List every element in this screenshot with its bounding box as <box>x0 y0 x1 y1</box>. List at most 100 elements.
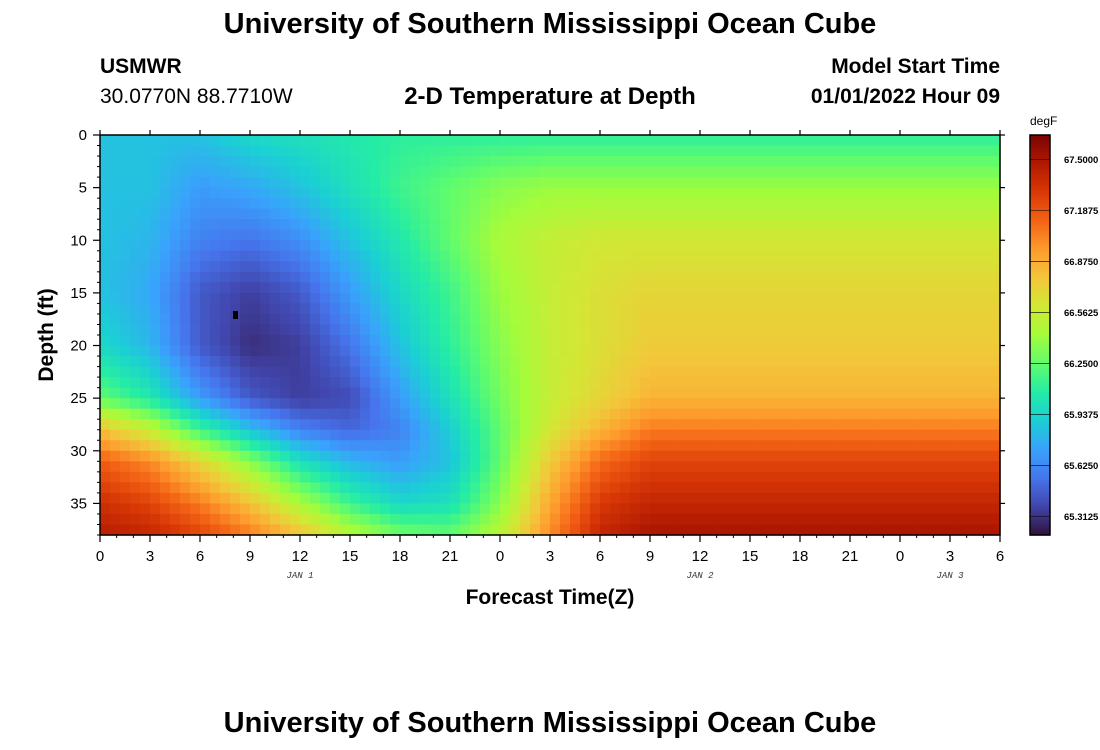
heatmap-cell <box>480 377 491 389</box>
heatmap-cell <box>300 135 311 147</box>
heatmap-cell <box>470 440 481 452</box>
heatmap-cell <box>940 219 951 231</box>
heatmap-cell <box>120 377 131 389</box>
heatmap-cell <box>980 419 991 431</box>
heatmap-cell <box>340 366 351 378</box>
heatmap-cell <box>420 261 431 273</box>
heatmap-cell <box>750 471 761 483</box>
heatmap-cell <box>440 524 451 536</box>
heatmap-cell <box>710 398 721 410</box>
heatmap-cell <box>830 366 841 378</box>
heatmap-cell <box>520 356 531 368</box>
heatmap-cell <box>850 166 861 178</box>
heatmap-cell <box>290 219 301 231</box>
heatmap-cell <box>230 156 241 168</box>
heatmap-cell <box>460 303 471 315</box>
heatmap-cell <box>480 345 491 357</box>
heatmap-cell <box>370 292 381 305</box>
heatmap-cell <box>990 292 1001 305</box>
colorbar-strip <box>1030 210 1050 214</box>
heatmap-cell <box>980 198 991 210</box>
heatmap-cell <box>770 524 781 536</box>
heatmap-cell <box>330 377 341 389</box>
heatmap-cell <box>580 187 591 199</box>
heatmap-cell <box>230 513 241 526</box>
heatmap-cell <box>100 313 111 326</box>
heatmap-cell <box>310 229 321 241</box>
heatmap-cell <box>180 261 191 273</box>
heatmap-cell <box>520 261 531 273</box>
heatmap-cell <box>460 187 471 199</box>
heatmap-cell <box>370 313 381 326</box>
heatmap-cell <box>430 219 441 231</box>
heatmap-cell <box>320 187 331 199</box>
heatmap-cell <box>940 398 951 410</box>
heatmap-cell <box>120 419 131 431</box>
heatmap-cell <box>700 471 711 483</box>
heatmap-cell <box>420 187 431 199</box>
heatmap-cell <box>650 356 661 368</box>
heatmap-cell <box>860 471 871 483</box>
heatmap-cell <box>130 219 141 231</box>
heatmap-cell <box>870 419 881 431</box>
heatmap-cell <box>590 240 601 252</box>
heatmap-cell <box>800 366 811 378</box>
heatmap-cell <box>200 398 211 410</box>
heatmap-cell <box>810 303 821 315</box>
colorbar-strip <box>1030 522 1050 526</box>
heatmap-cell <box>240 335 251 347</box>
heatmap-cell <box>520 324 531 336</box>
heatmap-cell <box>170 261 181 273</box>
heatmap-cell <box>880 377 891 389</box>
heatmap-cell <box>660 135 671 147</box>
heatmap-cell <box>970 187 981 199</box>
heatmap-cell <box>810 461 821 473</box>
heatmap-cell <box>480 324 491 336</box>
colorbar-strip <box>1030 387 1050 391</box>
heatmap-cell <box>560 177 571 189</box>
heatmap-cell <box>130 503 141 515</box>
heatmap-cell <box>840 503 851 515</box>
heatmap-cell <box>680 461 691 473</box>
heatmap-cell <box>260 156 271 168</box>
colorbar-strip <box>1030 250 1050 254</box>
heatmap-cell <box>160 503 171 515</box>
heatmap-cell <box>280 503 291 515</box>
heatmap-cell <box>330 324 341 336</box>
heatmap-cell <box>150 166 161 178</box>
heatmap-cell <box>160 208 171 220</box>
heatmap-cell <box>450 156 461 168</box>
heatmap-cell <box>520 208 531 220</box>
heatmap-cell <box>760 219 771 231</box>
heatmap-cell <box>600 198 611 210</box>
heatmap-cell <box>210 429 221 441</box>
heatmap-cell <box>880 356 891 368</box>
heatmap-cell <box>530 524 541 536</box>
heatmap-cell <box>610 198 621 210</box>
heatmap-cell <box>570 492 581 505</box>
heatmap-cell <box>490 208 501 220</box>
heatmap-cell <box>840 271 851 283</box>
heatmap-cell <box>660 440 671 452</box>
heatmap-cell <box>990 282 1001 294</box>
heatmap-cell <box>880 198 891 210</box>
heatmap-cell <box>220 303 231 315</box>
heatmap-cell <box>480 135 491 147</box>
heatmap-cell <box>560 356 571 368</box>
heatmap-cell <box>710 292 721 305</box>
heatmap-cell <box>350 240 361 252</box>
heatmap-cell <box>260 471 271 483</box>
heatmap-cell <box>390 156 401 168</box>
heatmap-cell <box>380 282 391 294</box>
colorbar-strip <box>1030 315 1050 319</box>
heatmap-cell <box>600 292 611 305</box>
colorbar-strip <box>1030 152 1050 156</box>
heatmap-cell <box>280 429 291 441</box>
heatmap-cell <box>990 492 1001 505</box>
heatmap-cell <box>280 419 291 431</box>
heatmap-cell <box>250 450 261 462</box>
heatmap-cell <box>150 219 161 231</box>
heatmap-cell <box>270 471 281 483</box>
heatmap-cell <box>210 450 221 462</box>
heatmap-cell <box>960 208 971 220</box>
